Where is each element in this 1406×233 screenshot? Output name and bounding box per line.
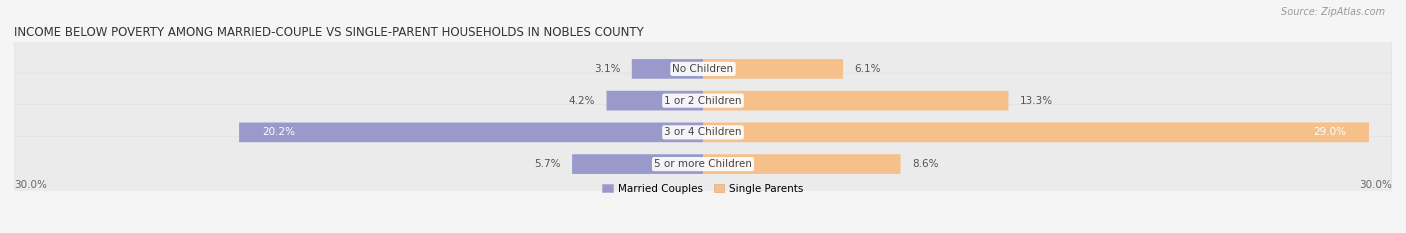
FancyBboxPatch shape bbox=[14, 105, 1392, 160]
Text: No Children: No Children bbox=[672, 64, 734, 74]
Text: Source: ZipAtlas.com: Source: ZipAtlas.com bbox=[1281, 7, 1385, 17]
Text: 30.0%: 30.0% bbox=[14, 180, 46, 190]
FancyBboxPatch shape bbox=[14, 137, 1392, 192]
Text: INCOME BELOW POVERTY AMONG MARRIED-COUPLE VS SINGLE-PARENT HOUSEHOLDS IN NOBLES : INCOME BELOW POVERTY AMONG MARRIED-COUPL… bbox=[14, 26, 644, 39]
Text: 29.0%: 29.0% bbox=[1313, 127, 1346, 137]
Text: 8.6%: 8.6% bbox=[912, 159, 938, 169]
FancyBboxPatch shape bbox=[572, 154, 703, 174]
FancyBboxPatch shape bbox=[606, 91, 703, 110]
Text: 3.1%: 3.1% bbox=[593, 64, 620, 74]
FancyBboxPatch shape bbox=[703, 123, 1369, 142]
Legend: Married Couples, Single Parents: Married Couples, Single Parents bbox=[599, 179, 807, 198]
Text: 4.2%: 4.2% bbox=[568, 96, 595, 106]
FancyBboxPatch shape bbox=[703, 91, 1008, 110]
FancyBboxPatch shape bbox=[703, 59, 844, 79]
FancyBboxPatch shape bbox=[14, 73, 1392, 128]
Text: 6.1%: 6.1% bbox=[855, 64, 882, 74]
Text: 30.0%: 30.0% bbox=[1360, 180, 1392, 190]
FancyBboxPatch shape bbox=[14, 41, 1392, 96]
Text: 5 or more Children: 5 or more Children bbox=[654, 159, 752, 169]
Text: 1 or 2 Children: 1 or 2 Children bbox=[664, 96, 742, 106]
Text: 13.3%: 13.3% bbox=[1019, 96, 1053, 106]
Text: 20.2%: 20.2% bbox=[262, 127, 295, 137]
FancyBboxPatch shape bbox=[631, 59, 703, 79]
FancyBboxPatch shape bbox=[239, 123, 703, 142]
Text: 5.7%: 5.7% bbox=[534, 159, 561, 169]
FancyBboxPatch shape bbox=[703, 154, 900, 174]
Text: 3 or 4 Children: 3 or 4 Children bbox=[664, 127, 742, 137]
